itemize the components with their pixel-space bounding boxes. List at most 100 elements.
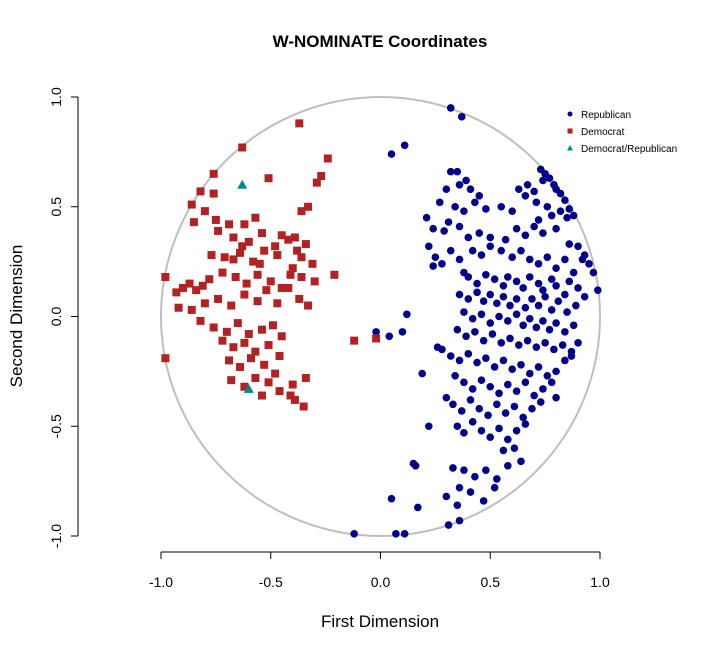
data-point	[453, 501, 462, 510]
data-point	[297, 272, 306, 281]
data-point	[277, 231, 286, 240]
legend-label: Republican	[581, 110, 631, 121]
data-point	[277, 283, 286, 292]
data-point	[499, 356, 508, 365]
data-point	[477, 376, 486, 384]
data-point	[530, 222, 538, 231]
data-point	[569, 211, 578, 220]
data-point	[482, 466, 490, 474]
data-point	[400, 530, 409, 538]
data-point	[444, 521, 453, 529]
data-point	[229, 343, 238, 352]
data-point	[238, 242, 247, 251]
data-point	[262, 286, 271, 295]
data-point	[350, 336, 359, 345]
data-point	[552, 319, 560, 327]
data-point	[552, 367, 560, 376]
data-point	[253, 270, 262, 279]
data-point	[260, 360, 269, 369]
data-point	[301, 373, 310, 382]
data-point	[161, 354, 170, 363]
data-point	[495, 424, 503, 433]
data-point	[207, 251, 216, 260]
legend-label: Democrat/Republican	[581, 144, 677, 155]
data-point	[565, 205, 574, 213]
data-point	[422, 213, 431, 222]
data-point	[539, 385, 547, 393]
data-point	[508, 365, 516, 373]
data-point	[211, 215, 220, 224]
data-point	[457, 407, 466, 415]
data-point	[543, 202, 552, 211]
data-point	[501, 409, 510, 417]
data-point	[532, 343, 541, 352]
data-point	[504, 380, 512, 389]
data-point	[310, 277, 319, 286]
data-point	[545, 174, 554, 183]
data-point	[488, 330, 497, 338]
data-point	[251, 347, 260, 356]
legend-marker	[567, 145, 573, 151]
y-tick-label: -1.0	[48, 524, 64, 548]
data-point	[501, 235, 510, 244]
data-point	[275, 387, 284, 396]
data-point	[466, 396, 475, 404]
data-point	[493, 475, 501, 483]
data-point	[460, 308, 468, 316]
data-point	[446, 246, 455, 255]
data-point	[499, 292, 508, 301]
data-point	[574, 339, 582, 347]
data-point	[464, 350, 473, 358]
data-point	[299, 402, 308, 411]
data-point	[444, 218, 453, 226]
data-point	[288, 264, 297, 273]
data-point	[519, 321, 527, 330]
data-point	[431, 253, 440, 262]
points-layer	[161, 104, 602, 538]
data-point	[495, 389, 503, 398]
data-point	[499, 281, 508, 290]
data-point	[411, 461, 420, 470]
data-point	[512, 426, 521, 435]
data-point	[539, 229, 547, 237]
data-point	[510, 444, 519, 453]
data-point	[387, 494, 396, 503]
data-point	[400, 141, 409, 150]
data-point	[392, 530, 400, 538]
data-point	[187, 305, 196, 314]
data-point	[514, 341, 523, 349]
data-point	[275, 352, 284, 361]
data-point	[462, 176, 470, 185]
data-point	[521, 191, 530, 200]
data-point	[552, 393, 560, 402]
data-point	[486, 233, 495, 242]
data-point	[561, 328, 569, 336]
data-point	[473, 288, 481, 297]
data-point	[246, 354, 255, 363]
legend-marker	[567, 111, 573, 117]
data-point	[569, 268, 578, 277]
data-point	[295, 294, 304, 303]
data-point	[273, 251, 282, 260]
data-point	[471, 328, 479, 336]
data-point	[398, 328, 407, 336]
data-point	[519, 284, 527, 292]
data-point	[473, 358, 481, 367]
plot-area	[160, 96, 602, 538]
data-point	[490, 275, 499, 283]
data-point	[442, 185, 451, 193]
data-point	[578, 255, 587, 264]
data-point	[455, 181, 464, 189]
data-point	[233, 319, 242, 328]
data-point	[486, 382, 495, 391]
data-point	[466, 185, 475, 193]
data-point	[438, 345, 446, 354]
data-point	[372, 328, 380, 336]
legend-marker	[567, 128, 573, 134]
data-point	[541, 292, 549, 301]
data-point	[253, 297, 262, 306]
data-point	[477, 251, 486, 259]
data-point	[565, 240, 574, 248]
x-tick-label: 0.0	[371, 574, 391, 590]
